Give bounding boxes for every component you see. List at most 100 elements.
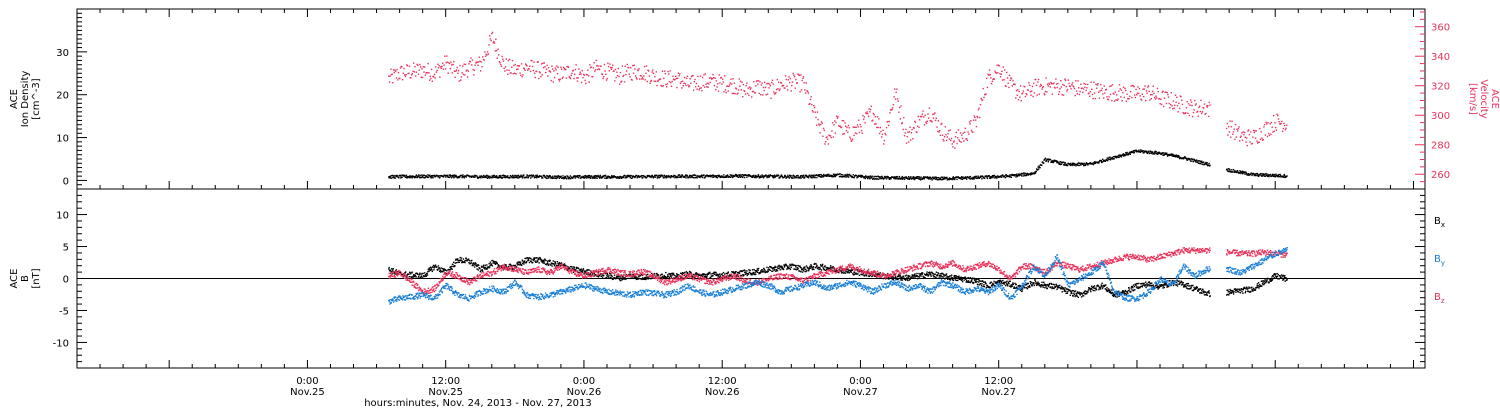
velocity-series-point bbox=[877, 126, 879, 129]
bx-series-point bbox=[492, 259, 494, 262]
velocity-series-point bbox=[594, 70, 596, 73]
bx-series-point bbox=[663, 275, 666, 278]
velocity-series-point bbox=[515, 73, 517, 75]
bx-series-point bbox=[1040, 284, 1043, 286]
density-series-point bbox=[1206, 162, 1208, 164]
velocity-series-point bbox=[872, 112, 875, 115]
velocity-series-point bbox=[716, 86, 718, 88]
bx-series-point bbox=[906, 276, 908, 279]
velocity-series-point bbox=[442, 68, 445, 70]
density-series-point bbox=[625, 176, 627, 179]
velocity-series-point bbox=[867, 112, 869, 115]
bx-series-point bbox=[969, 281, 971, 284]
velocity-series-point bbox=[501, 55, 503, 58]
velocity-series-point bbox=[1105, 88, 1107, 91]
velocity-series-point bbox=[1022, 90, 1025, 92]
density-series-point bbox=[388, 176, 390, 178]
density-series-point bbox=[1109, 156, 1111, 158]
bx-series-point bbox=[467, 258, 470, 260]
velocity-series-point bbox=[388, 75, 390, 77]
velocity-series-point bbox=[966, 138, 968, 140]
velocity-series-point bbox=[435, 66, 437, 68]
density-series-point bbox=[1239, 171, 1242, 173]
bx-series-point bbox=[521, 259, 523, 261]
density-series-point bbox=[484, 176, 487, 178]
velocity-series-point bbox=[858, 131, 861, 134]
velocity-series-point bbox=[862, 114, 864, 117]
velocity-series-point bbox=[1147, 86, 1149, 88]
bx-series-point bbox=[717, 273, 719, 276]
velocity-series-point bbox=[553, 70, 555, 72]
velocity-series-point bbox=[957, 129, 960, 131]
velocity-series-point bbox=[774, 93, 776, 95]
density-series-point bbox=[732, 174, 735, 177]
velocity-series-point bbox=[1068, 82, 1070, 85]
velocity-series-point bbox=[1134, 94, 1136, 96]
density-series-point bbox=[420, 174, 423, 176]
velocity-series-point bbox=[1145, 90, 1148, 92]
velocity-series-point bbox=[1079, 90, 1081, 93]
bx-series-point bbox=[470, 260, 472, 262]
velocity-series-point bbox=[858, 119, 860, 121]
density-series-point bbox=[679, 175, 682, 177]
bx-series-point bbox=[1013, 287, 1015, 289]
bx-series-point bbox=[854, 273, 856, 275]
velocity-series-point bbox=[1201, 112, 1203, 115]
bx-series-point bbox=[391, 273, 394, 275]
density-series-point bbox=[895, 175, 898, 178]
bx-series-point bbox=[449, 266, 451, 268]
bx-series-point bbox=[939, 276, 941, 278]
bx-series-point bbox=[985, 282, 987, 285]
bx-series-point bbox=[668, 276, 671, 279]
bx-series-point bbox=[882, 277, 884, 280]
bx-series-point bbox=[920, 275, 922, 277]
bx-series-point bbox=[607, 273, 609, 276]
bx-series-point bbox=[560, 262, 563, 264]
bx-series-point bbox=[760, 270, 762, 272]
density-series-point bbox=[1080, 164, 1082, 166]
velocity-series-point bbox=[685, 84, 687, 87]
velocity-series-point bbox=[869, 108, 872, 111]
bx-series-point bbox=[964, 277, 966, 279]
density-series-point bbox=[588, 176, 590, 179]
density-series-point bbox=[686, 175, 689, 177]
bx-series-point bbox=[582, 268, 585, 270]
density-series-point bbox=[512, 174, 514, 177]
bx-series-point bbox=[763, 268, 765, 270]
bx-series-point bbox=[921, 273, 923, 275]
velocity-series-point bbox=[666, 86, 668, 88]
density-series-point bbox=[768, 176, 770, 179]
velocity-series-point bbox=[990, 77, 992, 79]
bx-series-point bbox=[697, 277, 699, 280]
velocity-series-point bbox=[968, 121, 971, 123]
bx-series-point bbox=[754, 272, 756, 274]
bx-series-point bbox=[773, 267, 775, 269]
density-series-point bbox=[846, 173, 848, 176]
density-series-point bbox=[455, 174, 457, 177]
velocity-series-point bbox=[538, 71, 541, 73]
density-series-point bbox=[901, 175, 903, 178]
density-series-point bbox=[886, 175, 889, 178]
velocity-series-point bbox=[1011, 85, 1013, 87]
bx-series-point bbox=[507, 266, 510, 268]
bx-series-point bbox=[599, 274, 601, 277]
velocity-series-point bbox=[398, 77, 400, 80]
velocity-series-point bbox=[464, 74, 466, 76]
density-series-point bbox=[1001, 176, 1003, 178]
velocity-series-point bbox=[414, 66, 416, 68]
velocity-series-point bbox=[1121, 100, 1123, 102]
density-series-point bbox=[883, 177, 885, 179]
velocity-series-point bbox=[789, 81, 791, 84]
density-series-point bbox=[1242, 172, 1244, 174]
density-series-point bbox=[662, 175, 664, 178]
density-series-point bbox=[895, 176, 897, 179]
density-series-point bbox=[927, 177, 929, 180]
bx-series-point bbox=[476, 265, 478, 267]
velocity-series-point bbox=[411, 73, 413, 75]
velocity-series-point bbox=[632, 72, 635, 74]
velocity-series-point bbox=[1015, 97, 1017, 99]
velocity-series-point bbox=[1071, 84, 1073, 86]
velocity-series-point bbox=[545, 68, 548, 70]
bx-series-point bbox=[849, 269, 851, 272]
velocity-series-point bbox=[1160, 98, 1162, 100]
